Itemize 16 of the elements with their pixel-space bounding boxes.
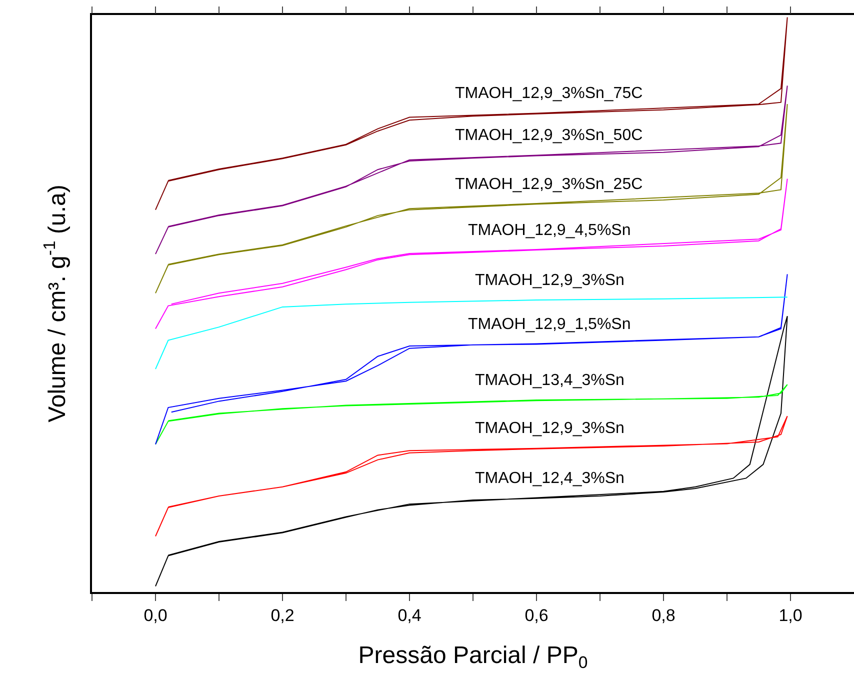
series-label: TMAOH_12,9_3%Sn — [475, 272, 624, 289]
x-tick-label: 0,2 — [270, 606, 294, 626]
series-label: TMAOH_12,4_3%Sn — [475, 470, 624, 487]
series-label: TMAOH_13,4_3%Sn — [475, 372, 624, 389]
series-label: TMAOH_12,9_1,5%Sn — [468, 316, 631, 333]
x-tick-label: 0,8 — [652, 606, 676, 626]
series-label: TMAOH_12,9_3%Sn_75C — [455, 85, 643, 102]
x-axis-title: Pressão Parcial / PP$_{0}$ — [358, 642, 588, 672]
series-label: TMAOH_12,9_3%Sn — [475, 420, 624, 437]
x-tick-label: 0,0 — [144, 606, 168, 626]
x-tick-label: 1,0 — [778, 606, 802, 626]
series-label: TMAOH_12,9_3%Sn_25C — [455, 176, 643, 193]
series-label: TMAOH_12,9_3%Sn_50C — [455, 127, 643, 144]
x-tick-label: 0,6 — [524, 606, 548, 626]
series-label: TMAOH_12,9_4,5%Sn — [468, 222, 631, 239]
x-tick-label: 0,4 — [398, 606, 422, 626]
